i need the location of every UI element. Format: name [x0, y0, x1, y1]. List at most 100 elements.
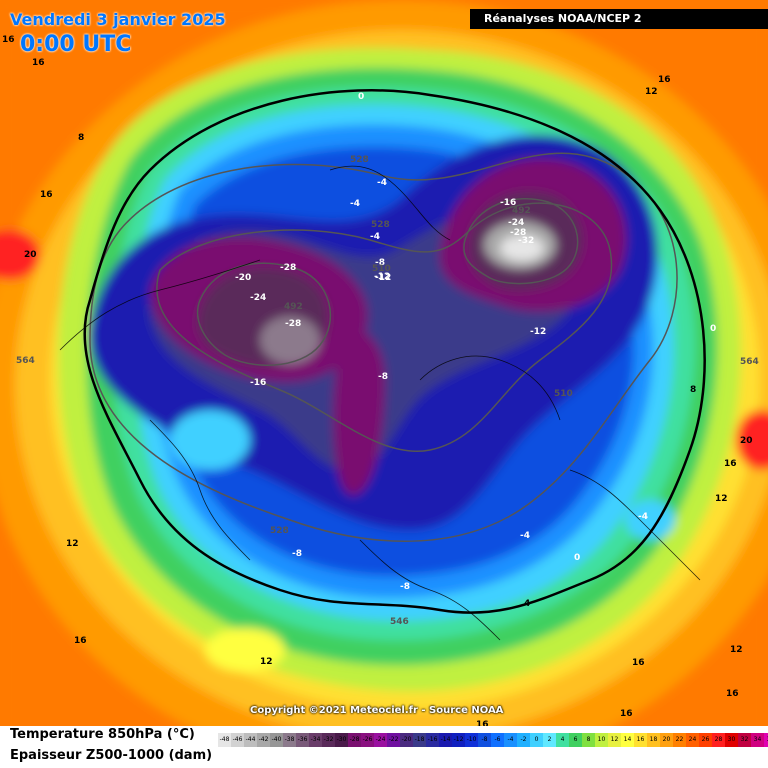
scale-tick-label: -46 [232, 736, 243, 743]
temp-label: 0 [574, 553, 580, 563]
temp-label: 16 [724, 459, 737, 469]
scale-tick-label: -26 [362, 736, 373, 743]
scale-tick-label: -8 [481, 736, 488, 743]
scale-tick-label: -38 [284, 736, 295, 743]
legend-thickness-label: Epaisseur Z500-1000 (dam) [10, 748, 213, 763]
scale-swatch [725, 733, 738, 747]
scale-tick-label: -36 [297, 736, 308, 743]
scale-tick-label: -14 [440, 736, 451, 743]
temp-label: 12 [66, 539, 79, 549]
temp-label: 8 [690, 385, 696, 395]
scale-swatch [361, 733, 374, 747]
scale-tick-label: -32 [323, 736, 334, 743]
scale-tick-label: -40 [271, 736, 282, 743]
temp-label: 0 [710, 324, 716, 334]
scale-swatch [660, 733, 673, 747]
scale-swatch [296, 733, 309, 747]
thickness-label: 510 [372, 264, 391, 274]
temp-label: -8 [378, 372, 388, 382]
scale-tick-label: -4 [507, 736, 514, 743]
thickness-label: 546 [390, 617, 409, 627]
scale-swatch [517, 733, 530, 747]
temp-label: -4 [370, 232, 380, 242]
temp-label: -28 [510, 228, 526, 238]
scale-swatch [699, 733, 712, 747]
scale-tick-label: -48 [219, 736, 230, 743]
thickness-label: 492 [284, 302, 303, 312]
scale-tick-label: 8 [586, 736, 591, 743]
scale-swatch [595, 733, 608, 747]
scale-tick-label: 24 [688, 736, 697, 743]
scale-swatch [478, 733, 491, 747]
temp-label: 20 [24, 250, 37, 260]
temp-label: 16 [632, 658, 645, 668]
scale-swatch [556, 733, 569, 747]
temp-label: -4 [520, 531, 530, 541]
scale-tick-label: -18 [414, 736, 425, 743]
temp-label: -4 [377, 178, 387, 188]
zero-isotherm [83, 89, 706, 614]
scale-swatch [257, 733, 270, 747]
thickness-label: 564 [16, 356, 35, 366]
scale-swatch [738, 733, 751, 747]
scale-tick-label: 28 [714, 736, 723, 743]
scale-swatch [218, 733, 231, 747]
scale-swatch [673, 733, 686, 747]
temp-label: -28 [285, 319, 301, 329]
temp-label: 4 [524, 599, 530, 609]
scale-tick-label: -34 [310, 736, 321, 743]
thickness-labels: 528 528 510 492 492 510 528 546 564 564 [16, 155, 759, 627]
scale-tick-label: 20 [662, 736, 671, 743]
scale-swatch [283, 733, 296, 747]
color-scale [218, 733, 768, 747]
scale-tick-label: -16 [427, 736, 438, 743]
scale-swatch [426, 733, 439, 747]
scale-swatch [608, 733, 621, 747]
temp-label: -8 [375, 258, 385, 268]
temp-label: -28 [280, 263, 296, 273]
scale-swatch [452, 733, 465, 747]
scale-swatch [582, 733, 595, 747]
scale-swatch [543, 733, 556, 747]
thickness-label: 528 [270, 526, 289, 536]
scale-swatch [712, 733, 725, 747]
scale-tick-label: -30 [336, 736, 347, 743]
coastlines [59, 165, 701, 641]
temp-label: 0 [358, 92, 364, 102]
thickness-label: 528 [350, 155, 369, 165]
thickness-label: 528 [371, 220, 390, 230]
scale-tick-label: 22 [675, 736, 684, 743]
temp-label: -16 [500, 198, 516, 208]
temp-label: 20 [740, 436, 753, 446]
scale-tick-label: -44 [245, 736, 256, 743]
thickness-contours [89, 152, 678, 542]
scale-swatch [465, 733, 478, 747]
scale-swatch [621, 733, 634, 747]
scale-tick-label: -10 [466, 736, 477, 743]
temp-label: 16 [40, 190, 53, 200]
temp-label: -8 [292, 549, 302, 559]
temp-label: -12 [530, 327, 546, 337]
scale-swatch [413, 733, 426, 747]
scale-tick-label: 12 [610, 736, 619, 743]
temp-label: -4 [638, 512, 648, 522]
scale-swatch [387, 733, 400, 747]
scale-tick-label: -20 [401, 736, 412, 743]
scale-tick-label: -2 [520, 736, 527, 743]
scale-swatch [348, 733, 361, 747]
scale-swatch [530, 733, 543, 747]
temp-label: 16 [74, 636, 87, 646]
scale-tick-label: 2 [547, 736, 552, 743]
temp-label: -32 [518, 236, 534, 246]
scale-tick-label: 6 [573, 736, 578, 743]
scale-tick-label: 32 [740, 736, 749, 743]
scale-tick-label: -6 [494, 736, 501, 743]
scale-tick-label: 4 [560, 736, 565, 743]
scale-swatch [634, 733, 647, 747]
scale-tick-label: 14 [623, 736, 632, 743]
scale-tick-label: 34 [753, 736, 762, 743]
scale-tick-label: 18 [649, 736, 658, 743]
scale-swatch [335, 733, 348, 747]
temp-label: 16 [2, 35, 15, 45]
